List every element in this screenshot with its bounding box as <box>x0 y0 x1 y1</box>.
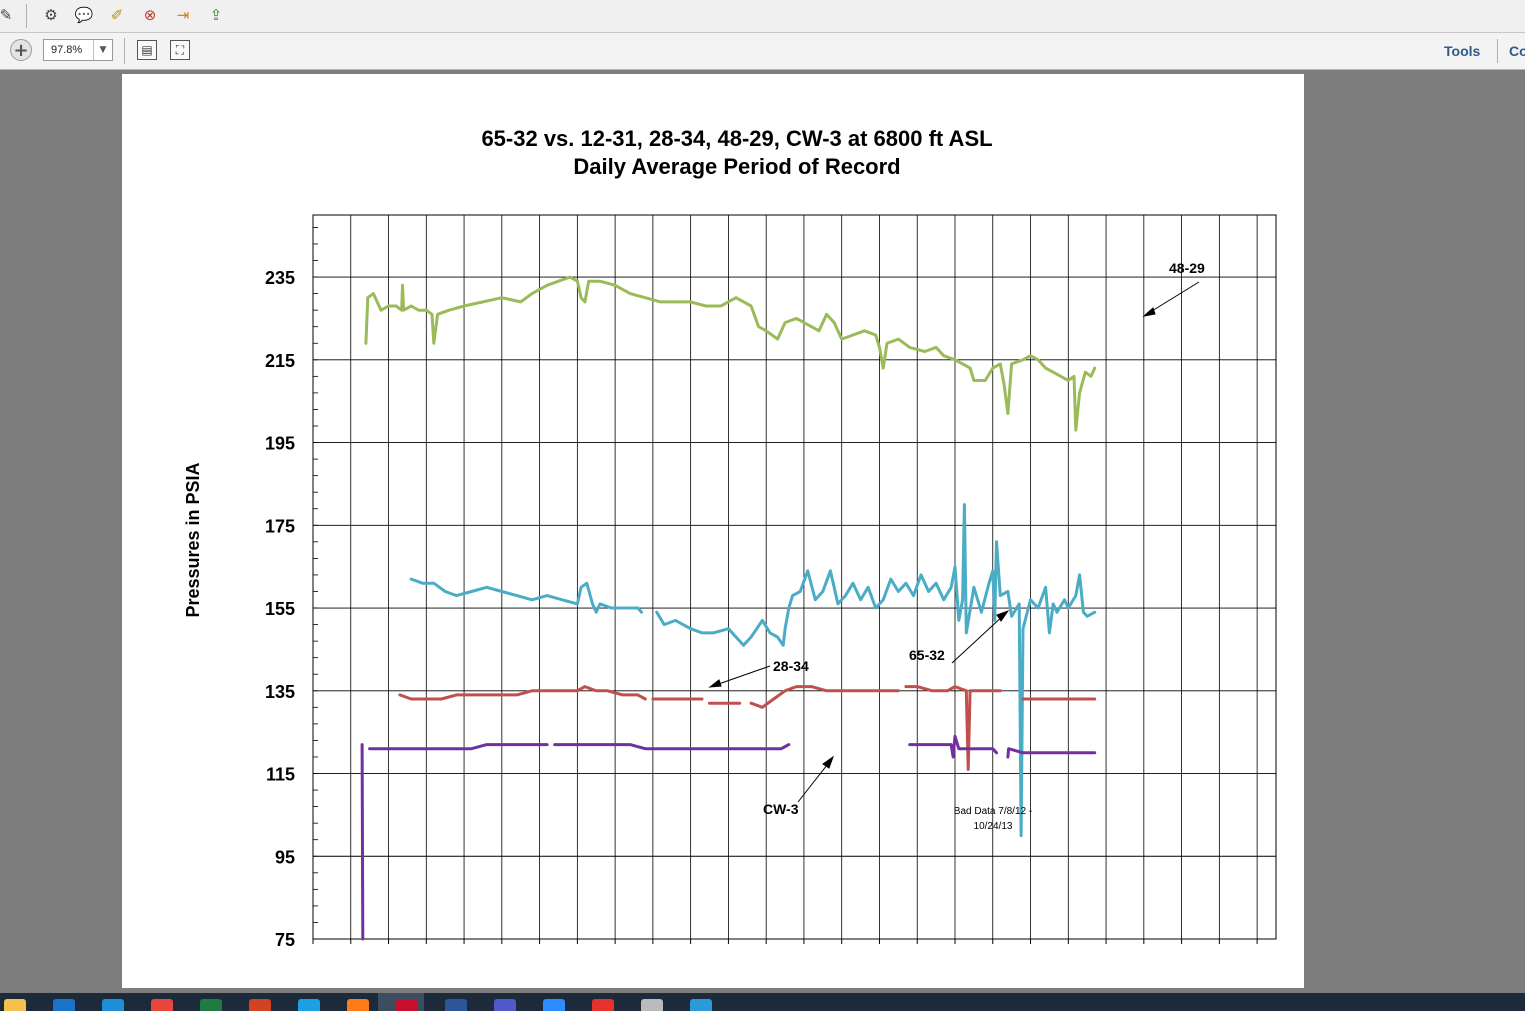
annotation-48-29: 48-29 <box>1169 260 1205 276</box>
chrome-icon[interactable] <box>151 999 173 1011</box>
arrowhead-65-32 <box>996 609 1010 622</box>
delete-icon[interactable]: ⊗ <box>143 6 157 24</box>
grid-lines <box>313 215 1276 939</box>
comment-link[interactable]: Co <box>1509 43 1525 59</box>
top-toolbar: ✎ ⚙ 💬 ✐ ⊗ ⇥ ⇪ <box>0 0 1525 33</box>
fit-width-button[interactable]: ▤ <box>137 40 157 60</box>
y-tick-label: 75 <box>275 930 295 950</box>
y-tick-label: 155 <box>265 599 295 619</box>
file-explorer-icon[interactable] <box>4 999 26 1011</box>
powerpoint-icon[interactable] <box>249 999 271 1011</box>
zoom-icon[interactable] <box>543 999 565 1011</box>
arrowhead-48-29 <box>1142 307 1156 317</box>
arrow-65-32 <box>951 613 1006 664</box>
photos-icon[interactable] <box>690 999 712 1011</box>
annotation-arrows <box>708 281 1200 803</box>
y-tick-label: 115 <box>266 765 295 785</box>
axes: 75 95 115 135 155 175 195 215 235 <box>265 214 1277 950</box>
plot-area-border <box>312 214 1277 940</box>
arrowhead-cw-3 <box>822 755 835 769</box>
series-line-cw-3 <box>553 743 791 751</box>
chevron-down-icon[interactable]: ▼ <box>93 40 112 60</box>
toolbar-separator <box>26 4 27 28</box>
word-icon[interactable] <box>445 999 467 1011</box>
y-tick-label: 135 <box>265 682 295 702</box>
document-page: 75 95 115 135 155 175 195 215 235 65-32 vs. 12-3… <box>122 74 1304 988</box>
tools-link[interactable]: Tools <box>1444 43 1481 59</box>
annotation-65-32: 65-32 <box>909 647 945 663</box>
teams-icon[interactable] <box>494 999 516 1011</box>
toolbar-separator <box>1497 39 1498 63</box>
taskbar <box>0 993 1525 1011</box>
y-tick-label: 175 <box>265 516 295 536</box>
chart-title-line2: Daily Average Period of Record <box>573 154 900 179</box>
y-tick-label: 95 <box>275 847 295 867</box>
series-lines <box>360 275 1097 941</box>
pdf-icon[interactable] <box>592 999 614 1011</box>
series-line-48-29 <box>364 275 1097 432</box>
zoom-value: 97.8% <box>51 44 83 56</box>
series-line-cw-3 <box>368 743 549 751</box>
annotation-bad-data-line1: Bad Data 7/8/12 - <box>954 806 1032 817</box>
series-line-28-34 <box>749 685 900 709</box>
annotation-28-34: 28-34 <box>773 658 809 674</box>
edge-icon[interactable] <box>102 999 124 1011</box>
share-icon[interactable]: ⇪ <box>209 6 223 24</box>
firefox-icon[interactable] <box>347 999 369 1011</box>
toolbar-separator <box>124 38 125 64</box>
chart: 75 95 115 135 155 175 195 215 235 65-32 vs. 12-3… <box>183 126 1277 950</box>
arrow-48-29 <box>1146 281 1200 315</box>
skype-icon[interactable] <box>298 999 320 1011</box>
acrobat-icon[interactable] <box>396 999 418 1011</box>
fit-page-button[interactable]: ⛶ <box>170 40 190 60</box>
arrowhead-28-34 <box>708 679 722 688</box>
series-line-28-34 <box>398 685 647 701</box>
series-line-cw-3 <box>1006 747 1097 759</box>
y-axis-label: Pressures in PSIA <box>183 462 203 617</box>
settings-icon[interactable] <box>641 999 663 1011</box>
view-toolbar: + 97.8% ▼ ▤ ⛶ Tools Co <box>0 33 1525 70</box>
comment-icon[interactable]: 💬 <box>74 6 94 24</box>
zoom-field[interactable]: 97.8% ▼ <box>43 39 113 61</box>
annotation-bad-data-line2: 10/24/13 <box>974 821 1013 832</box>
series-line-65-32 <box>409 577 644 614</box>
series-line-cw-3 <box>360 743 365 941</box>
settings-icon[interactable]: ⚙ <box>44 6 58 24</box>
y-tick-label: 195 <box>265 434 295 454</box>
excel-icon[interactable] <box>200 999 222 1011</box>
chart-title-line1: 65-32 vs. 12-31, 28-34, 48-29, CW-3 at 6… <box>481 126 992 151</box>
annotation-cw-3: CW-3 <box>763 801 799 817</box>
outlook-icon[interactable] <box>53 999 75 1011</box>
series-line-28-34 <box>904 685 1002 771</box>
series-line-65-32 <box>655 503 1097 838</box>
highlight-icon[interactable]: ✐ <box>110 6 124 24</box>
y-tick-label: 215 <box>265 351 295 371</box>
export-icon[interactable]: ⇥ <box>176 6 190 24</box>
arrow-28-34 <box>712 665 771 687</box>
edit-icon[interactable]: ✎ <box>0 6 13 24</box>
y-tick-label: 235 <box>265 268 295 288</box>
arrow-cw-3 <box>797 759 832 803</box>
series-line-cw-3 <box>908 734 998 759</box>
zoom-in-button[interactable]: + <box>10 39 32 61</box>
